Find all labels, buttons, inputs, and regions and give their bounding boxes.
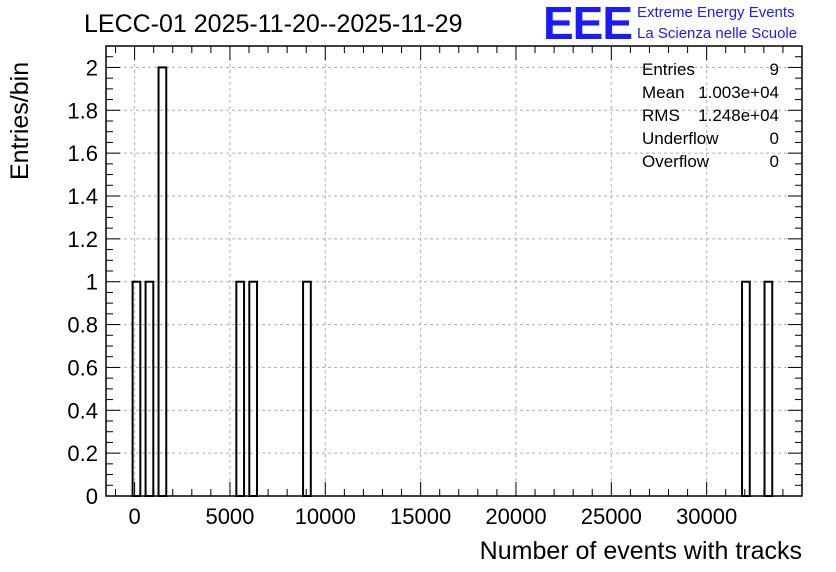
y-tick-label: 2 [86, 55, 98, 80]
stat-rms: RMS 1.248e+04 [642, 106, 779, 129]
stat-underflow: Underflow 0 [642, 129, 779, 152]
x-tick-label: 25000 [581, 504, 642, 529]
x-tick-label: 5000 [205, 504, 254, 529]
stat-mean: Mean 1.003e+04 [642, 83, 779, 106]
y-axis-label: Entries/bin [6, 61, 34, 180]
histogram-bar [302, 280, 312, 498]
histogram-bar [131, 280, 142, 498]
y-tick-label: 1.8 [67, 98, 98, 123]
logo-line-2: La Scienza nelle Scuole [637, 25, 798, 42]
stat-key: Underflow [642, 129, 719, 148]
y-tick-label: 0.6 [67, 355, 98, 380]
stat-key: Entries [642, 60, 695, 79]
stat-value: 1.248e+04 [698, 106, 779, 125]
stat-entries: Entries 9 [642, 60, 779, 83]
stat-key: Mean [642, 83, 685, 102]
y-tick-label: 0.8 [67, 313, 98, 338]
stat-key: RMS [642, 106, 680, 125]
stat-value: 0 [769, 129, 779, 148]
histogram-bar [741, 280, 751, 498]
y-tick-label: 0.2 [67, 441, 98, 466]
x-tick-label: 30000 [676, 504, 737, 529]
stat-key: Overflow [642, 152, 710, 171]
stat-value: 1.003e+04 [698, 83, 779, 102]
y-tick-label: 1.4 [67, 184, 98, 209]
y-tick-label: 0 [86, 484, 98, 509]
histogram-bar [144, 280, 155, 498]
x-tick-label: 10000 [295, 504, 356, 529]
chart-title: LECC-01 2025-11-20--2025-11-29 [84, 10, 463, 38]
y-tick-label: 1.6 [67, 141, 98, 166]
x-tick-label: 15000 [390, 504, 451, 529]
stat-value: 0 [769, 152, 779, 171]
logo-line-1: Extreme Energy Events [637, 4, 795, 21]
histogram-bar [763, 280, 774, 498]
x-tick-label: 20000 [485, 504, 546, 529]
y-tick-label: 1 [86, 270, 98, 295]
eee-logo: EEE [543, 0, 633, 49]
histogram-bar [248, 280, 259, 498]
stat-overflow: Overflow 0 [642, 152, 779, 175]
stat-value: 9 [769, 60, 779, 79]
y-tick-label: 0.4 [67, 398, 98, 423]
x-tick-label: 0 [128, 504, 140, 529]
stats-box: Entries 9 Mean 1.003e+04 RMS 1.248e+04 U… [642, 60, 779, 175]
y-tick-label: 1.2 [67, 227, 98, 252]
histogram-bar [235, 280, 246, 498]
x-axis-label: Number of events with tracks [479, 537, 802, 565]
